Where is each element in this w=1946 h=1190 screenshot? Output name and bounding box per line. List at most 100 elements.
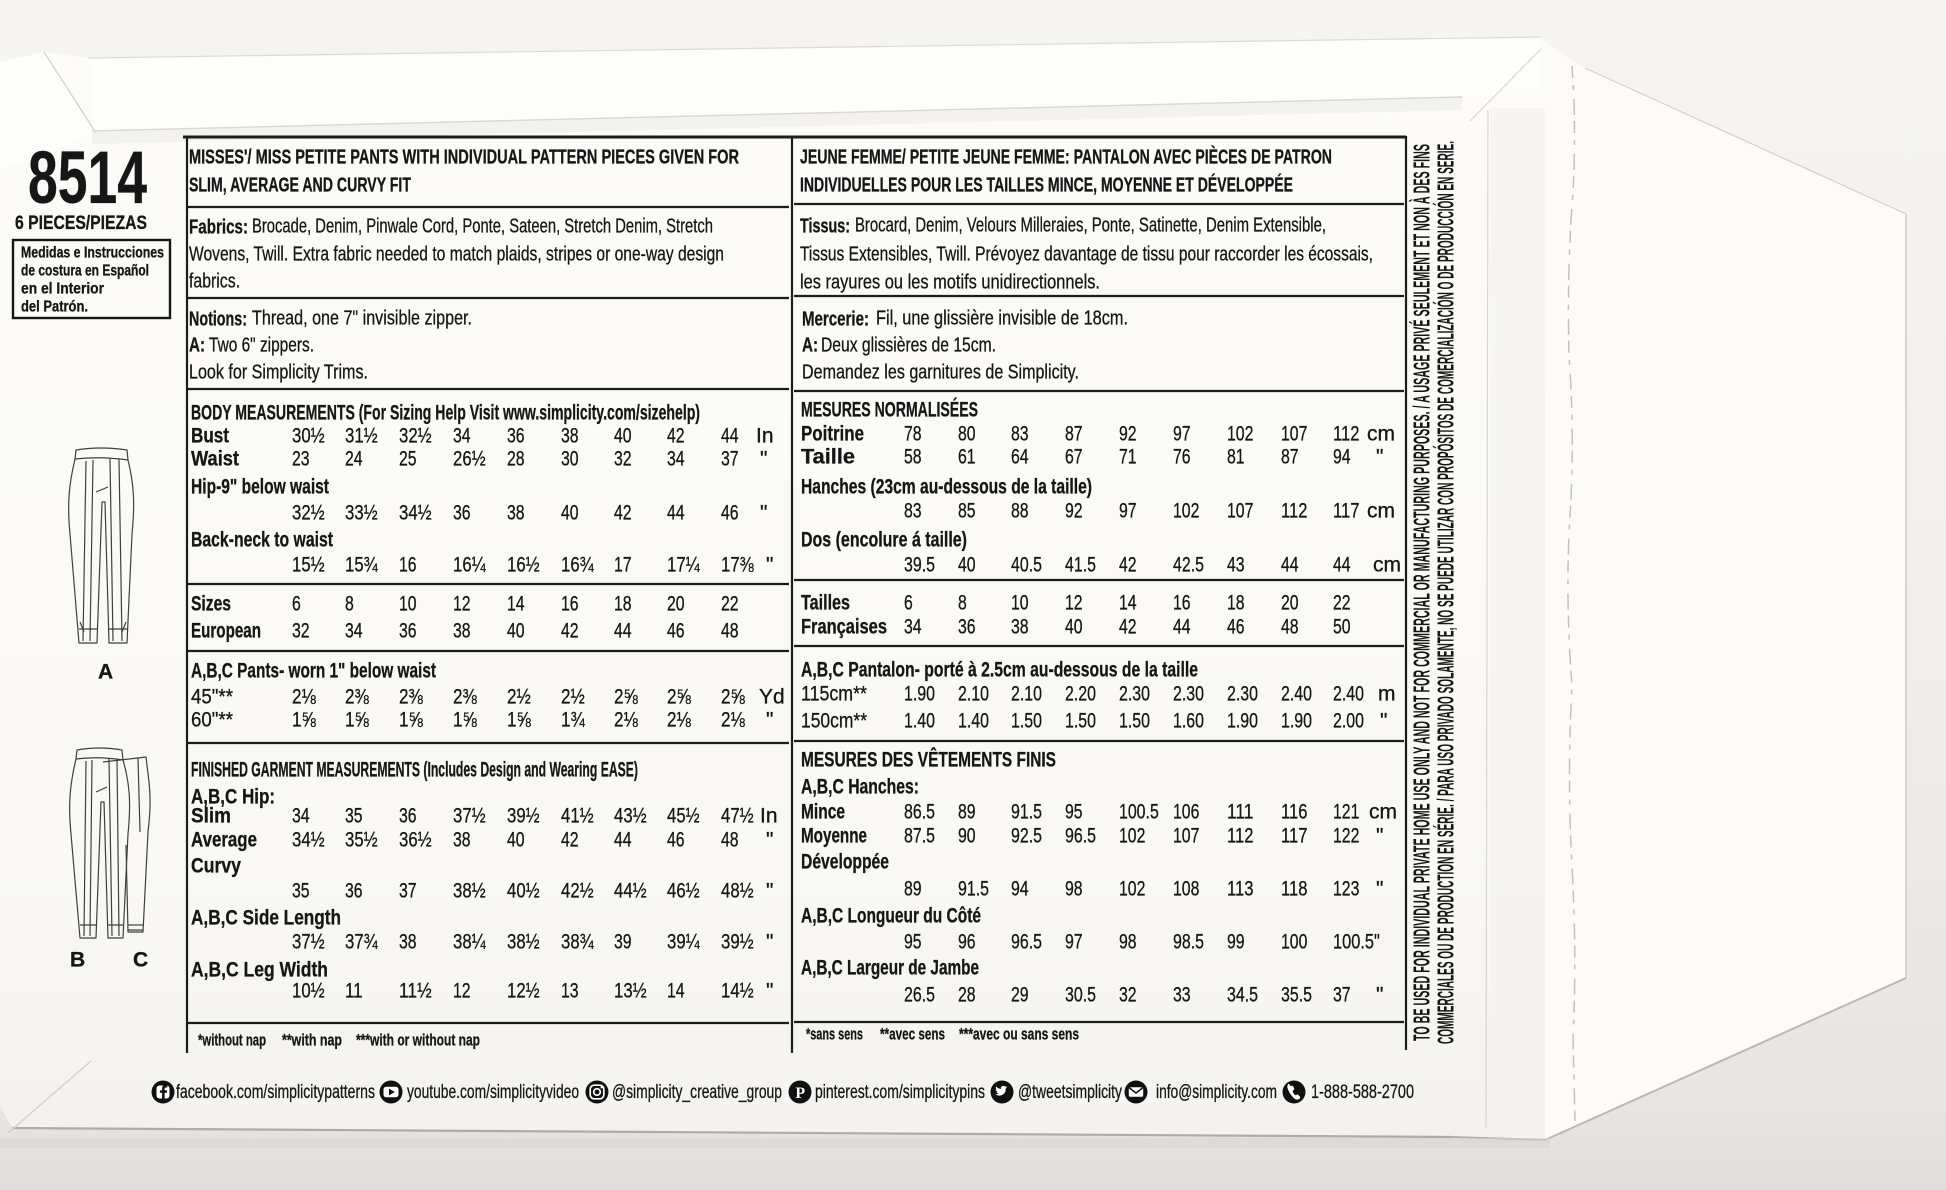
svg-text:": ": [1376, 877, 1383, 900]
svg-text:10: 10: [1011, 591, 1029, 614]
svg-text:Brocard, Denim, Velours Miller: Brocard, Denim, Velours Milleraies, Pont…: [855, 215, 1326, 237]
svg-text:A,B,C Leg Width: A,B,C Leg Width: [191, 958, 328, 981]
svg-text:1⅝: 1⅝: [345, 708, 369, 731]
svg-text:111: 111: [1227, 800, 1253, 823]
svg-text:98: 98: [1119, 930, 1137, 953]
svg-text:1⅝: 1⅝: [399, 708, 423, 731]
svg-text:Hanches (23cm au-dessous de la: Hanches (23cm au-dessous de la taille): [801, 475, 1092, 498]
svg-text:44: 44: [1173, 615, 1191, 638]
svg-text:cm: cm: [1367, 422, 1395, 445]
svg-text:118: 118: [1281, 877, 1307, 900]
svg-text:2.30: 2.30: [1227, 682, 1258, 705]
svg-text:100.5": 100.5": [1333, 930, 1380, 953]
svg-text:MESURES DES VÊTEMENTS FINIS: MESURES DES VÊTEMENTS FINIS: [801, 747, 1056, 771]
svg-text:A,B,C Pants- worn 1" below wai: A,B,C Pants- worn 1" below waist: [191, 659, 436, 682]
svg-text:17⅜: 17⅜: [721, 553, 754, 576]
svg-text:78: 78: [904, 422, 922, 445]
svg-text:15½: 15½: [292, 553, 325, 576]
svg-text:2⅜: 2⅜: [345, 685, 369, 708]
svg-text:European: European: [191, 619, 261, 642]
svg-text:1.40: 1.40: [904, 709, 935, 732]
svg-text:A,B,C Hip:: A,B,C Hip:: [191, 785, 275, 808]
svg-text:35: 35: [345, 804, 363, 827]
svg-text:": ": [1380, 709, 1387, 732]
svg-text:23: 23: [292, 447, 310, 470]
svg-text:46: 46: [667, 619, 685, 642]
svg-text:34.5: 34.5: [1227, 983, 1258, 1006]
svg-text:13: 13: [561, 979, 579, 1002]
svg-text:1⅝: 1⅝: [453, 708, 477, 731]
svg-text:94: 94: [1333, 445, 1351, 468]
svg-text:de costura en Español: de costura en Español: [21, 263, 149, 280]
svg-text:22: 22: [1333, 591, 1351, 614]
svg-text:32: 32: [1119, 983, 1137, 1006]
svg-text:90: 90: [958, 824, 976, 847]
svg-text:A: A: [98, 660, 113, 683]
svg-text:37½: 37½: [292, 930, 325, 953]
svg-text:en el Interior: en el Interior: [21, 281, 104, 298]
svg-text:38: 38: [453, 828, 471, 851]
svg-text:36: 36: [507, 424, 525, 447]
svg-text:12: 12: [453, 979, 471, 1002]
svg-text:B: B: [70, 948, 85, 971]
svg-text:99: 99: [1227, 930, 1245, 953]
svg-text:108: 108: [1173, 877, 1199, 900]
svg-text:150cm**: 150cm**: [801, 709, 867, 732]
svg-text:1-888-588-2700: 1-888-588-2700: [1311, 1082, 1414, 1103]
svg-text:89: 89: [904, 877, 922, 900]
svg-text:107: 107: [1227, 499, 1253, 522]
svg-text:45"**: 45"**: [191, 685, 233, 708]
svg-text:97: 97: [1065, 930, 1083, 953]
svg-text:38: 38: [453, 619, 471, 642]
svg-text:102: 102: [1119, 877, 1145, 900]
svg-text:40: 40: [1065, 615, 1083, 638]
svg-text:81: 81: [1227, 445, 1245, 468]
svg-text:In: In: [756, 424, 774, 447]
svg-text:Mince: Mince: [801, 800, 845, 823]
svg-text:40: 40: [958, 553, 976, 576]
svg-text:38: 38: [1011, 615, 1029, 638]
svg-text:117: 117: [1281, 824, 1307, 847]
svg-text:35½: 35½: [345, 828, 378, 851]
svg-text:30: 30: [561, 447, 579, 470]
svg-text:17: 17: [614, 553, 632, 576]
svg-text:": ": [1376, 824, 1383, 847]
svg-text:35.5: 35.5: [1281, 983, 1312, 1006]
svg-text:@simplicity_creative_group: @simplicity_creative_group: [612, 1082, 782, 1103]
svg-text:107: 107: [1281, 422, 1307, 445]
svg-text:": ": [766, 708, 773, 731]
svg-text:36: 36: [399, 619, 417, 642]
svg-text:In: In: [760, 804, 778, 827]
svg-text:97: 97: [1119, 499, 1137, 522]
svg-text:36: 36: [958, 615, 976, 638]
svg-text:26½: 26½: [453, 447, 486, 470]
svg-text:Slim: Slim: [191, 804, 231, 827]
svg-text:42: 42: [614, 501, 632, 524]
svg-text:107: 107: [1173, 824, 1199, 847]
svg-text:39: 39: [614, 930, 632, 953]
svg-text:6 PIECES/PIEZAS: 6 PIECES/PIEZAS: [15, 213, 147, 234]
svg-text:43: 43: [1227, 553, 1245, 576]
svg-text:32½: 32½: [292, 501, 325, 524]
svg-text:Tailles: Tailles: [801, 591, 850, 614]
svg-text:Moyenne: Moyenne: [801, 824, 867, 847]
svg-text:1⅝: 1⅝: [507, 708, 531, 731]
svg-text:121: 121: [1333, 800, 1359, 823]
svg-text:44: 44: [667, 501, 685, 524]
svg-text:48: 48: [1281, 615, 1299, 638]
svg-text:Demandez les garnitures de Sim: Demandez les garnitures de Simplicity.: [802, 362, 1079, 384]
svg-text:46: 46: [721, 501, 739, 524]
svg-text:102: 102: [1119, 824, 1145, 847]
svg-text:94: 94: [1011, 877, 1029, 900]
svg-text:1.60: 1.60: [1173, 709, 1204, 732]
svg-text:8: 8: [958, 591, 967, 614]
svg-text:6: 6: [292, 592, 301, 615]
svg-text:": ": [766, 879, 773, 902]
svg-text:44: 44: [614, 828, 632, 851]
svg-text:95: 95: [1065, 800, 1083, 823]
svg-text:Waist: Waist: [191, 447, 239, 470]
svg-text:102: 102: [1227, 422, 1253, 445]
svg-text:les rayures ou les motifs unid: les rayures ou les motifs unidirectionne…: [800, 272, 1100, 294]
svg-text:MESURES NORMALISÉES: MESURES NORMALISÉES: [801, 398, 978, 421]
svg-text:12½: 12½: [507, 979, 540, 1002]
